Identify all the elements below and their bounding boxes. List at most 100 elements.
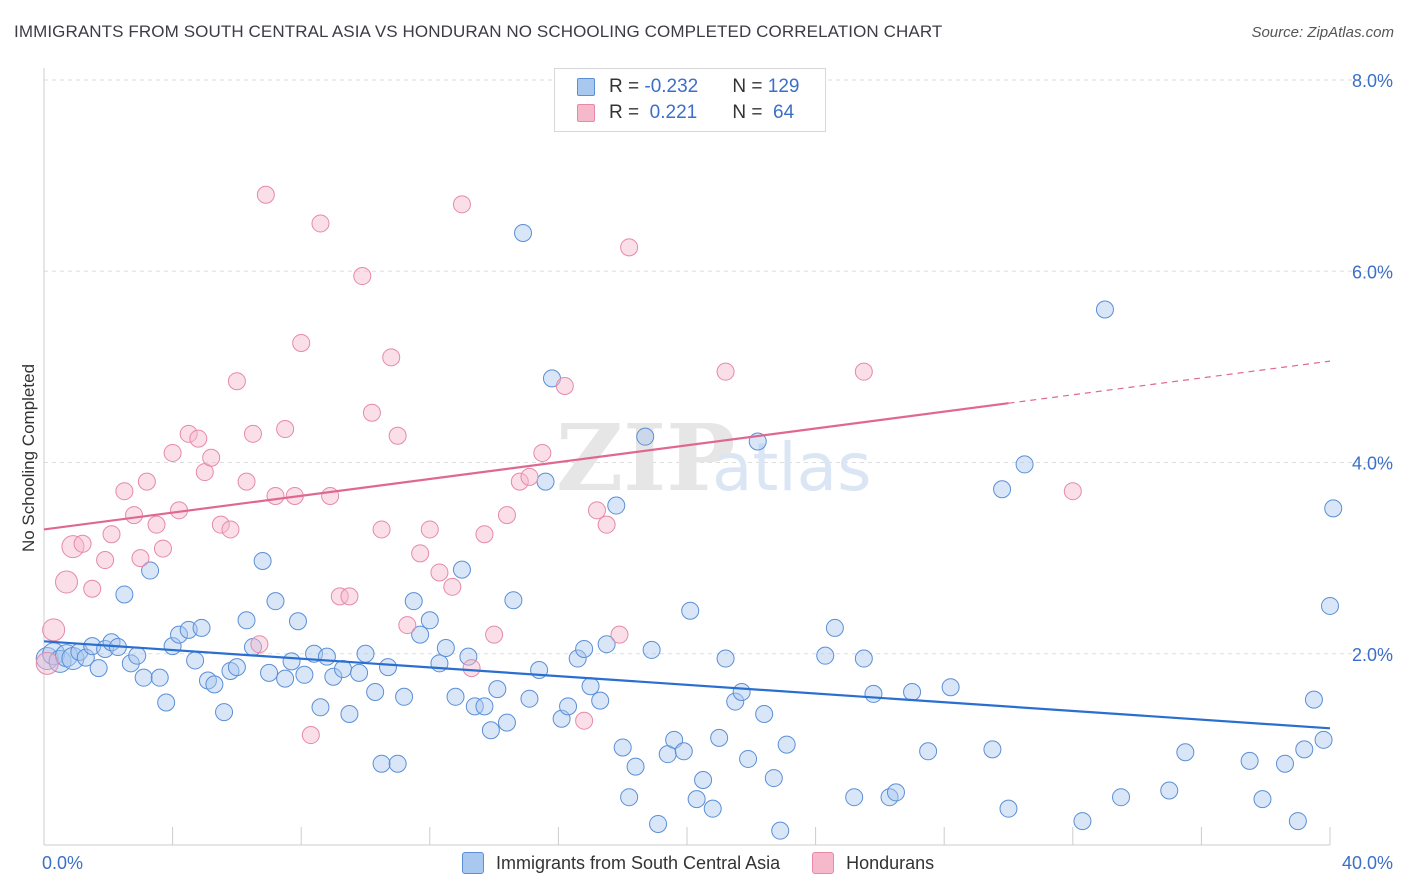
immigrants-point-121: [1253, 790, 1272, 809]
immigrants-point-109: [919, 742, 938, 761]
x-tick-marks: [43, 827, 1331, 845]
immigrants-point-105: [864, 684, 883, 703]
hondurans-point-23: [237, 472, 256, 491]
source-label: Source: ZipAtlas.com: [1251, 24, 1394, 41]
legend-row-hondurans: R = 0.221 N = 64: [577, 101, 794, 125]
hondurans-point-33: [321, 486, 340, 505]
hondurans-point-57: [597, 515, 616, 534]
immigrants-point-13: [121, 654, 140, 673]
legend-n-label: N =: [732, 102, 768, 123]
hondurans-point-51: [510, 472, 529, 491]
watermark: ZIP atlas: [556, 404, 872, 512]
hondurans-point-60: [716, 362, 735, 381]
hondurans-point-58: [610, 625, 629, 644]
hondurans-point-21: [221, 520, 240, 539]
immigrants-point-37: [295, 665, 314, 684]
immigrants-point-110: [941, 678, 960, 697]
hondurans-point-16: [179, 424, 198, 443]
hondurans-point-52: [520, 467, 539, 486]
immigrants-point-85: [665, 730, 684, 749]
immigrants-point-36: [288, 612, 307, 631]
hondurans-point-26: [256, 185, 275, 204]
immigrants-point-62: [488, 680, 507, 699]
hondurans-point-30: [292, 333, 311, 352]
immigrants-point-51: [404, 592, 423, 611]
series-legend: Immigrants from South Central Asia Hondu…: [462, 852, 966, 874]
immigrants-point-99: [771, 821, 790, 840]
immigrants-point-32: [260, 663, 279, 682]
immigrants-point-14: [128, 646, 147, 665]
hondurans-point-46: [452, 195, 471, 214]
immigrants-point-26: [215, 703, 234, 722]
legend-item-immigrants: Immigrants from South Central Asia: [462, 852, 780, 874]
immigrants-point-91: [710, 728, 729, 747]
legend-r-label: R =: [609, 102, 645, 123]
hondurans-point-14: [163, 443, 182, 462]
y-axis-label: No Schooling Completed: [19, 364, 38, 552]
x-tick-label-max: 40.0%: [1342, 853, 1393, 873]
legend-swatch-blue: [577, 78, 595, 96]
immigrants-point-122: [1275, 754, 1294, 773]
immigrants-point-46: [366, 683, 385, 701]
immigrants-point-113: [999, 799, 1018, 818]
hondurans-point-17: [189, 429, 208, 448]
hondurans-point-7: [102, 525, 121, 544]
legend-n-value: 64: [767, 102, 795, 123]
trend-line-hondurans: [43, 402, 1009, 531]
immigrants-point-93: [726, 692, 745, 711]
immigrants-point-15: [134, 668, 153, 687]
immigrants-point-90: [703, 799, 722, 818]
immigrants-point-103: [845, 788, 864, 807]
legend-r-value: -0.232: [644, 76, 699, 97]
hondurans-point-40: [388, 426, 407, 445]
immigrants-point-87: [681, 601, 700, 620]
immigrants-point-100: [777, 735, 796, 754]
legend-item-hondurans: Hondurans: [812, 852, 934, 874]
legend-swatch-pink: [577, 104, 595, 122]
immigrants-point-39: [311, 698, 330, 717]
hondurans-point-62: [854, 362, 873, 381]
legend-n-value: 129: [767, 76, 800, 97]
immigrants-point-63: [497, 713, 516, 732]
immigrants-point-57: [452, 560, 471, 579]
immigrants-point-124: [1295, 740, 1314, 759]
hondurans-point-49: [485, 625, 504, 644]
immigrants-point-107: [886, 783, 905, 802]
immigrants-point-120: [1240, 751, 1259, 770]
immigrants-point-8: [89, 659, 108, 678]
y-tick-label: 8.0%: [1352, 71, 1393, 91]
immigrants-point-59: [465, 697, 484, 716]
hondurans-point-37: [362, 403, 381, 422]
series-hondurans-points: [35, 71, 1082, 745]
immigrants-point-60: [475, 697, 494, 716]
hondurans-point-10: [131, 549, 150, 568]
immigrants-point-35: [282, 652, 301, 671]
immigrants-point-127: [1321, 596, 1339, 615]
legend-r-label: R =: [609, 76, 645, 97]
hondurans-point-38: [372, 520, 391, 539]
hondurans-point-44: [430, 563, 449, 582]
immigrants-point-25: [205, 675, 224, 694]
hondurans-point-6: [96, 551, 115, 570]
immigrants-point-88: [687, 790, 706, 809]
hondurans-point-4: [73, 534, 92, 553]
y-tick-label: 2.0%: [1352, 645, 1393, 665]
immigrants-point-50: [395, 687, 414, 706]
immigrants-point-97: [755, 704, 774, 723]
immigrants-point-101: [816, 646, 835, 665]
trend-lines: [43, 360, 1331, 730]
hondurans-point-9: [125, 506, 144, 525]
immigrants-point-95: [739, 749, 758, 768]
immigrants-point-43: [340, 704, 359, 723]
immigrants-point-72: [568, 649, 587, 668]
hondurans-point-20: [211, 515, 230, 534]
hondurans-point-55: [575, 711, 594, 730]
immigrants-point-22: [186, 651, 205, 670]
immigrants-point-58: [459, 647, 478, 666]
immigrants-point-128: [1324, 499, 1343, 518]
legend-swatch-blue: [462, 852, 484, 874]
immigrants-point-23: [192, 618, 211, 637]
immigrants-point-123: [1288, 812, 1307, 831]
immigrants-point-47: [372, 754, 391, 773]
immigrants-point-92: [716, 649, 735, 668]
